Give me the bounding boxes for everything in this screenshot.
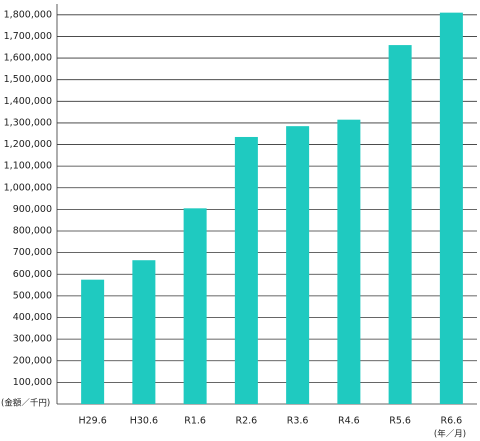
bar — [132, 260, 156, 404]
y-tick-label: 1,100,000 — [4, 161, 52, 172]
bar — [286, 126, 310, 404]
y-tick-label: 100,000 — [13, 377, 52, 388]
x-tick-label: R5.6 — [389, 416, 411, 427]
y-tick-label: 300,000 — [13, 334, 52, 345]
bar — [234, 136, 258, 405]
y-tick-label: 900,000 — [13, 204, 52, 215]
bar — [81, 279, 105, 404]
x-axis-label: (年／月) — [434, 429, 466, 440]
y-tick-label: 1,500,000 — [4, 74, 52, 85]
y-tick-label: 400,000 — [13, 312, 52, 323]
y-axis-label: (金額／千円) — [1, 398, 50, 409]
y-tick-label: 1,400,000 — [4, 96, 52, 107]
x-tick-label: R1.6 — [184, 416, 206, 427]
y-tick-label: 200,000 — [13, 355, 52, 366]
y-tick-label: 1,000,000 — [4, 182, 52, 193]
y-tick-label: 1,300,000 — [4, 117, 52, 128]
y-tick-label: 800,000 — [13, 226, 52, 237]
x-tick-label: R2.6 — [236, 416, 258, 427]
y-tick-label: 600,000 — [13, 269, 52, 280]
x-tick-label: R4.6 — [338, 416, 360, 427]
y-tick-label: 1,200,000 — [4, 139, 52, 150]
y-tick-label: 1,800,000 — [4, 9, 52, 20]
x-tick-label: R3.6 — [287, 416, 309, 427]
y-tick-label: 500,000 — [13, 290, 52, 301]
x-tick-label: H29.6 — [78, 416, 106, 427]
x-tick-label: R6.6 — [441, 416, 463, 427]
x-tick-label: H30.6 — [130, 416, 158, 427]
y-tick-label: 1,700,000 — [4, 31, 52, 42]
bar — [439, 12, 463, 404]
bar — [337, 119, 361, 405]
bar — [183, 208, 207, 404]
bar — [388, 45, 412, 404]
y-tick-label: 700,000 — [13, 247, 52, 258]
y-tick-label: 1,600,000 — [4, 53, 52, 64]
